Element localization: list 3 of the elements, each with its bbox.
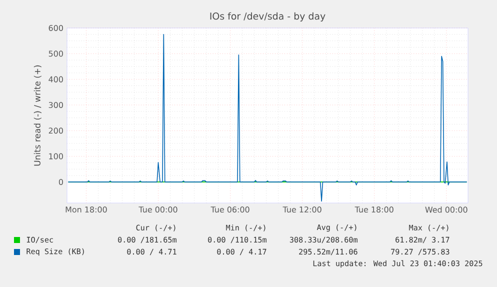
chart-title: IOs for /dev/sda - by day (210, 12, 326, 22)
y-axis-title: Units read (-) / write (+) (34, 65, 42, 166)
line-series (68, 34, 468, 202)
